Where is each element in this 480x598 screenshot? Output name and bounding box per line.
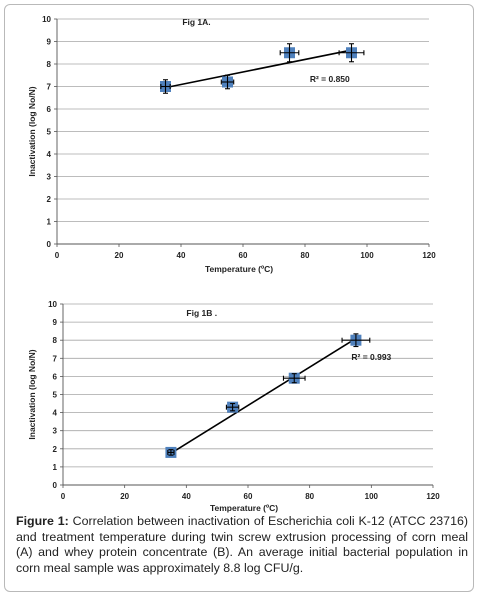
y-tick-label: 0 (47, 240, 52, 249)
y-tick-label: 1 (53, 463, 58, 472)
x-tick-label: 120 (422, 251, 436, 260)
figure-caption: Figure 1: Correlation between inactivati… (16, 514, 468, 576)
y-tick-label: 3 (53, 427, 58, 436)
y-tick-label: 10 (42, 15, 51, 24)
y-tick-label: 6 (53, 372, 58, 381)
y-tick-label: 2 (53, 445, 58, 454)
y-tick-label: 9 (47, 38, 52, 47)
y-tick-label: 8 (53, 336, 58, 345)
x-tick-label: 20 (120, 492, 129, 501)
y-tick-label: 0 (53, 481, 58, 490)
r-squared-annotation: R² = 0.850 (310, 74, 350, 84)
y-tick-label: 7 (53, 354, 58, 363)
caption-label: Figure 1: (16, 514, 69, 528)
y-axis-label: Inactivation (log No/N) (27, 349, 37, 439)
x-tick-label: 80 (305, 492, 314, 501)
x-tick-label: 60 (244, 492, 253, 501)
y-tick-label: 6 (47, 105, 52, 114)
y-tick-label: 10 (48, 300, 57, 309)
x-axis-label: Temperature (ºC) (205, 264, 273, 274)
x-tick-label: 0 (61, 492, 66, 501)
y-tick-label: 5 (47, 128, 52, 137)
y-tick-label: 5 (53, 391, 58, 400)
x-tick-label: 100 (365, 492, 379, 501)
x-tick-label: 20 (115, 251, 124, 260)
r-squared-annotation: R² = 0.993 (351, 352, 391, 362)
x-tick-label: 60 (239, 251, 248, 260)
y-tick-label: 4 (47, 150, 52, 159)
y-tick-label: 7 (47, 83, 52, 92)
x-tick-label: 40 (177, 251, 186, 260)
x-axis-label: Temperature (ºC) (210, 503, 278, 513)
x-tick-label: 40 (182, 492, 191, 501)
y-axis-label: Inactivation (log No/N) (27, 86, 37, 176)
y-tick-label: 2 (47, 195, 52, 204)
y-tick-label: 1 (47, 218, 52, 227)
chart-title: Fig 1A. (182, 17, 210, 27)
y-tick-label: 4 (53, 409, 58, 418)
x-tick-label: 0 (55, 251, 60, 260)
trendline (170, 337, 357, 455)
chart-title: Fig 1B . (186, 308, 217, 318)
y-tick-label: 8 (47, 60, 52, 69)
x-tick-label: 80 (301, 251, 310, 260)
caption-text: Correlation between inactivation of Esch… (16, 514, 468, 575)
y-tick-label: 9 (53, 318, 58, 327)
figure-frame (4, 4, 474, 592)
trendline (165, 49, 352, 89)
x-tick-label: 100 (360, 251, 374, 260)
x-tick-label: 120 (426, 492, 440, 501)
y-tick-label: 3 (47, 173, 52, 182)
